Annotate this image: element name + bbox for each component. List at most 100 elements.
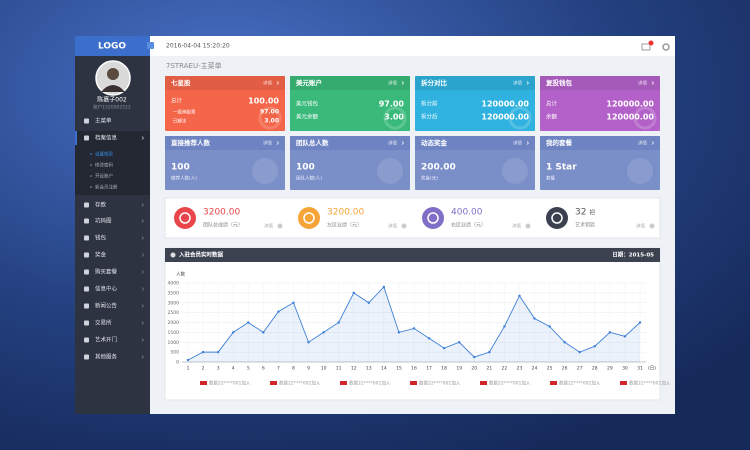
point bbox=[593, 345, 596, 348]
y-tick-label: 0 bbox=[176, 360, 179, 366]
summary-icon-inner bbox=[551, 212, 563, 224]
point bbox=[412, 327, 416, 330]
submenu-item: 开设账户 bbox=[95, 173, 113, 180]
settings-icon[interactable] bbox=[662, 43, 670, 51]
logo: LOGO bbox=[98, 42, 126, 52]
chevron bbox=[141, 355, 144, 359]
x-tick-label: 26 bbox=[562, 366, 568, 372]
detail-link: 详情 bbox=[264, 223, 273, 230]
breadcrumb: 7STRAEU-主菜单 bbox=[166, 61, 222, 70]
menu-icon bbox=[84, 320, 89, 326]
menu-icon bbox=[84, 303, 89, 309]
point bbox=[277, 310, 280, 313]
chart-header bbox=[165, 248, 660, 262]
x-tick-label: 31 bbox=[637, 366, 643, 372]
detail-link: 详情 bbox=[388, 223, 397, 230]
card bbox=[540, 76, 660, 131]
x-tick-label: 15 bbox=[396, 366, 402, 372]
point bbox=[563, 341, 566, 344]
menu-item: 奖金 bbox=[95, 251, 107, 259]
menu-icon bbox=[84, 202, 89, 208]
card-row-label: 已解冻 bbox=[173, 118, 187, 125]
chevron bbox=[141, 136, 144, 140]
submenu-item: 设置档案 bbox=[95, 151, 113, 158]
chevron bbox=[401, 81, 404, 85]
point bbox=[352, 291, 355, 295]
card-row-label: 拆分前 bbox=[421, 100, 438, 108]
point bbox=[397, 331, 401, 334]
menu-item: 其他服务 bbox=[95, 353, 118, 361]
detail-icon bbox=[649, 223, 655, 229]
menu-item: 信息中心 bbox=[95, 285, 118, 293]
chevron bbox=[141, 253, 144, 257]
detail-link: 详情 bbox=[636, 223, 645, 230]
summary-value: 32 bbox=[575, 208, 586, 218]
sidebar bbox=[75, 36, 150, 414]
card-row-label: 总计 bbox=[546, 100, 558, 108]
x-tick-label: 17 bbox=[426, 366, 432, 372]
x-tick-label: 22 bbox=[502, 366, 508, 372]
y-tick-label: 4000 bbox=[168, 281, 180, 287]
submenu-item: 新会员注册 bbox=[95, 184, 118, 191]
submenu-dot bbox=[90, 153, 92, 155]
menu-icon bbox=[84, 286, 89, 292]
summary-icon bbox=[298, 207, 320, 229]
x-tick-label: 18 bbox=[441, 366, 447, 372]
chevron bbox=[141, 236, 144, 240]
menu-item: 艺术开门 bbox=[95, 336, 117, 344]
card-row-value: 3.00 bbox=[264, 118, 279, 125]
point bbox=[262, 331, 265, 334]
stat-value: 100 bbox=[171, 163, 190, 173]
card-row-label: 一股神股票 bbox=[173, 109, 196, 116]
summary-unit: 把 bbox=[589, 209, 595, 217]
point bbox=[608, 331, 612, 334]
chevron bbox=[141, 304, 144, 308]
point bbox=[216, 350, 220, 354]
menu-icon bbox=[84, 337, 89, 343]
card-title: 拆分对比 bbox=[421, 78, 448, 87]
x-tick-label: 21 bbox=[486, 366, 492, 372]
profile-name: 陈嘉子002 bbox=[97, 96, 127, 104]
detail-icon bbox=[525, 223, 531, 229]
card-deco bbox=[377, 158, 403, 184]
y-axis-label: 人数 bbox=[176, 271, 185, 278]
area bbox=[188, 286, 640, 362]
x-tick-label: 7 bbox=[277, 366, 280, 372]
x-tick-label: 6 bbox=[262, 366, 265, 372]
point bbox=[382, 285, 386, 289]
chevron bbox=[141, 321, 144, 325]
card-row-value: 120000.00 bbox=[481, 113, 529, 122]
point bbox=[488, 350, 491, 354]
detail-link: 详情 bbox=[388, 80, 397, 87]
stat-value: 1 Star bbox=[546, 163, 577, 173]
chevron bbox=[276, 81, 279, 85]
y-tick-label: 2500 bbox=[168, 310, 180, 316]
card-title: 动态奖金 bbox=[421, 138, 448, 147]
card-deco bbox=[258, 106, 282, 130]
chevron bbox=[141, 270, 144, 274]
point bbox=[578, 350, 581, 354]
summary-label: 团队总成绩（元） bbox=[203, 222, 243, 229]
card-deco bbox=[627, 158, 653, 184]
chevron bbox=[526, 141, 529, 145]
menu-toggle[interactable] bbox=[147, 42, 154, 49]
menu-icon bbox=[84, 118, 89, 124]
chevron bbox=[141, 219, 144, 223]
stat-label: 套餐 bbox=[546, 175, 555, 182]
card-deco bbox=[633, 106, 657, 130]
x-tick-label: 8 bbox=[292, 366, 295, 372]
chevron bbox=[141, 287, 144, 291]
card-row-label: 余额 bbox=[546, 113, 558, 121]
menu-item: 钱包 bbox=[95, 234, 107, 242]
summary-icon-inner bbox=[427, 212, 439, 224]
x-tick-label: 2 bbox=[202, 366, 205, 372]
summary-icon-inner bbox=[303, 212, 315, 224]
point bbox=[247, 321, 250, 324]
mail-icon[interactable] bbox=[641, 43, 651, 51]
card bbox=[415, 76, 535, 131]
y-tick-label: 500 bbox=[170, 350, 179, 356]
stat-value: 100 bbox=[296, 163, 315, 173]
submenu-dot bbox=[90, 164, 92, 166]
x-tick-label: 30 bbox=[622, 366, 628, 372]
x-tick-label: 10 bbox=[321, 366, 327, 372]
